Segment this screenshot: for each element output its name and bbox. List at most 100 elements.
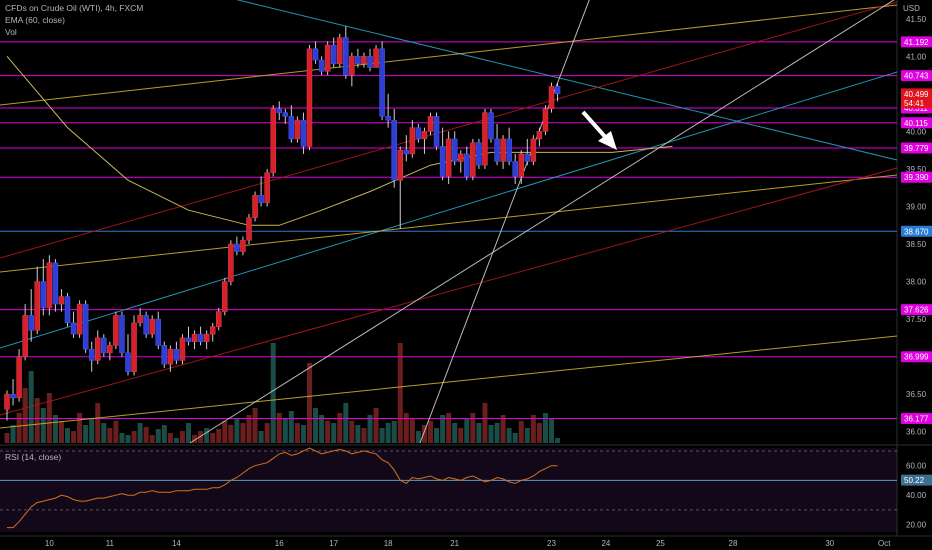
volume-bar [210,433,216,443]
volume-bar [428,421,433,443]
candle-body [379,48,385,117]
price-tick-label: 40.00 [906,127,927,136]
volume-bar [542,413,548,443]
rsi-tick-label: 20.00 [906,521,927,530]
candle-body [458,153,464,162]
candle-body [433,116,440,147]
candle-body [252,194,258,218]
candle-body [391,119,397,181]
candle-body [288,116,295,140]
trend-line [189,0,895,444]
volume-bar [246,415,252,443]
time-tick-label: 23 [547,539,556,548]
candle-body [385,116,391,121]
volume-bar [307,363,312,443]
price-tick-label: 41.50 [906,15,927,24]
volume-bar [488,425,494,443]
candle-body [234,243,240,252]
trend-line [0,335,898,429]
volume-bar [373,408,379,443]
volume-legend: Vol [5,27,17,37]
candle-body [246,217,252,241]
volume-bar [10,425,16,443]
candle-body [240,240,246,252]
level-tag-bg [901,117,932,129]
candle-body [155,318,161,346]
trend-line [236,0,898,161]
candle-body [536,131,543,140]
volume-bar [22,388,28,443]
candle-body [397,149,403,181]
volume-bar [319,415,325,443]
annotation-arrow-head [598,131,617,150]
volume-bar [282,418,288,443]
candle-body [137,315,143,324]
candle-body [113,315,119,346]
volume-bar [216,429,222,443]
candle-body [46,262,53,309]
candle-body [34,281,40,331]
volume-bar [95,403,101,443]
candle-body [161,345,168,365]
volume-bar [89,418,95,443]
price-tick-label: 38.50 [906,240,927,249]
volume-bar [143,427,149,443]
volume-bar [119,433,125,443]
candle-body [312,48,319,61]
candle-body [216,311,222,327]
candle-body [101,337,107,354]
level-tag-bg [901,304,932,316]
chart-title: CFDs on Crude Oil (WTI), 4h, FXCM [5,3,144,13]
volume-bar [252,408,258,443]
candle-body [88,348,95,361]
candle-body [197,333,204,342]
volume-bar [452,423,458,443]
candle-body [482,112,488,166]
candle-body [125,352,131,372]
volume-bar [294,423,300,443]
price-tick-label: 37.50 [906,315,927,324]
time-tick-label: 16 [275,539,284,548]
volume-bar [482,403,488,443]
candle-body [10,393,16,399]
volume-bar [506,428,512,443]
volume-bar [549,418,554,443]
candle-body [470,142,476,177]
candle-body [264,172,270,203]
candle-body [409,127,416,155]
level-tag-bg [901,412,932,424]
candle-body [70,322,77,335]
volume-bar [149,435,155,443]
candle-body [506,138,512,162]
trend-line [419,0,590,444]
volume-bar [403,413,409,443]
level-tag: 36.177 [904,414,929,423]
price-tick-label: 36.50 [906,390,927,399]
candle-body [119,315,125,354]
candle-body [191,333,198,342]
volume-bar [512,433,518,443]
candle-body [530,138,537,162]
candle-body [361,56,367,65]
volume-bar [530,415,536,443]
candle-body [337,37,343,65]
level-tag: 39.390 [904,173,929,182]
volume-bar [204,428,210,443]
candle-body [222,281,228,312]
volume-bar [52,415,58,443]
time-tick-label: 25 [656,539,665,548]
volume-bar [409,418,415,443]
candle-body [488,112,494,140]
volume-bar [83,425,89,443]
candle-body [173,348,180,361]
volume-bar [464,418,470,443]
volume-bar [313,408,319,443]
current-price-tag: 40.499 [904,90,929,99]
volume-bar [167,433,173,443]
candle-body [276,108,282,113]
time-tick-label: 18 [384,539,393,548]
candle-body [64,296,71,324]
volume-bar [276,413,282,443]
candle-body [179,337,186,361]
